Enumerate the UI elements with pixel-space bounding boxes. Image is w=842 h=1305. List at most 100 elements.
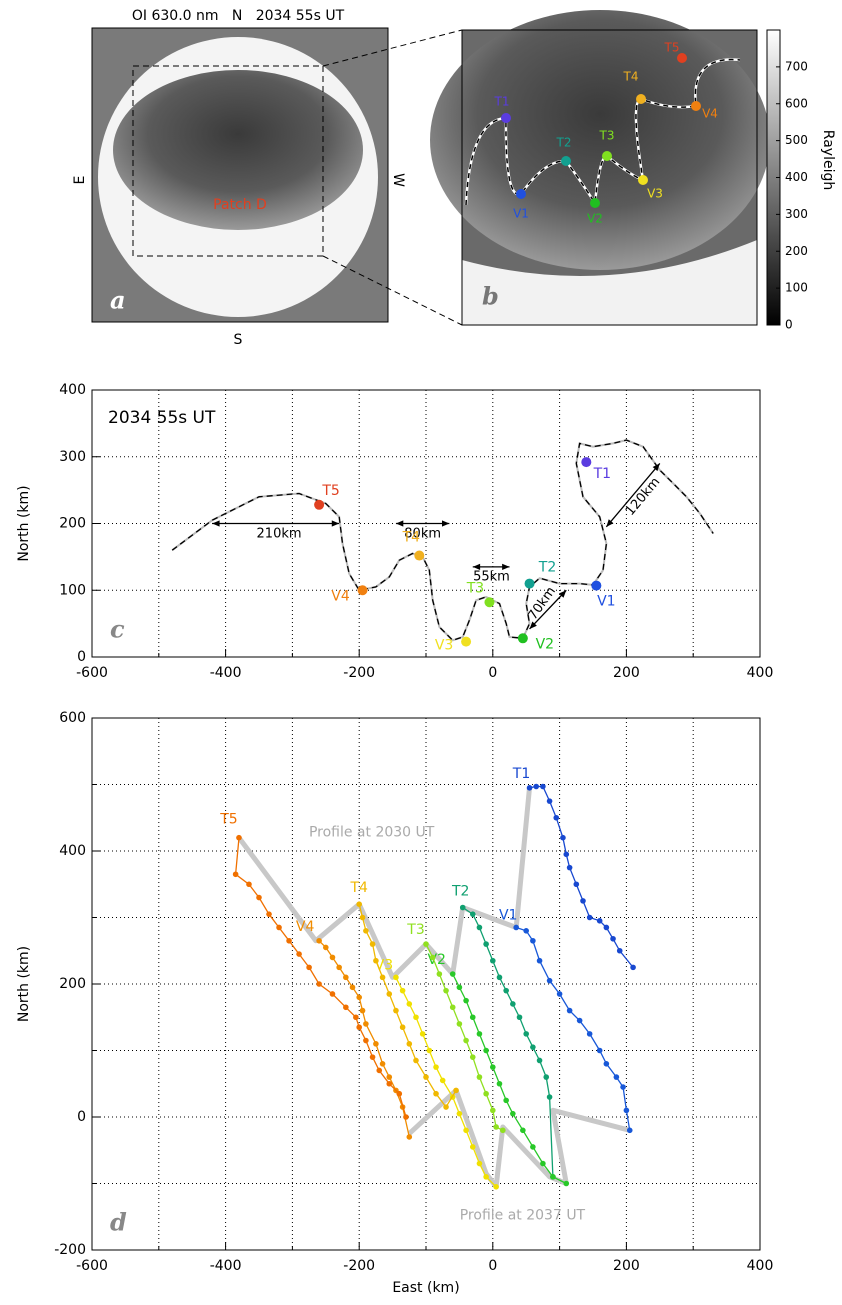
- trace-point: [443, 987, 449, 994]
- feature-label: T3: [466, 580, 484, 596]
- trace-point: [483, 1047, 489, 1054]
- feature-label: T1: [593, 466, 611, 482]
- trace-point: [453, 1087, 459, 1094]
- trace-point: [503, 987, 509, 994]
- arrow-head: [472, 563, 481, 571]
- trace-point: [523, 1031, 529, 1037]
- trace-point: [469, 1144, 476, 1150]
- trace-point: [610, 935, 616, 942]
- feature-marker: [691, 101, 701, 111]
- time-annotation: 2034 55s UT: [108, 408, 216, 428]
- span-arrow: [529, 589, 567, 630]
- y-tick-label: 100: [59, 582, 86, 598]
- x-tick-label: 200: [613, 1258, 640, 1274]
- x-tick-label: 0: [488, 665, 497, 681]
- panel-letter: b: [482, 282, 499, 311]
- feature-marker: [677, 53, 687, 63]
- y-tick-label: 200: [59, 516, 86, 532]
- trace-point: [433, 1064, 439, 1070]
- x-tick-label: -400: [210, 665, 242, 681]
- feature-point: [357, 585, 368, 596]
- trace-line: [452, 973, 567, 1185]
- trace-line: [462, 906, 554, 1177]
- x-axis-label: East (km): [392, 1280, 459, 1296]
- airglow-region: [430, 10, 770, 270]
- trace-point: [483, 1090, 489, 1097]
- trace-point: [490, 1107, 496, 1114]
- trace-point: [386, 991, 393, 997]
- trace-point: [356, 994, 363, 1001]
- feature-label: V2: [536, 636, 554, 652]
- trace-label: T5: [219, 812, 237, 828]
- trace-point: [573, 881, 580, 888]
- x-tick-label: 400: [747, 665, 774, 681]
- trace-point: [563, 1180, 570, 1187]
- trace-point: [423, 1074, 429, 1080]
- trace-point: [379, 1061, 386, 1067]
- trace-point: [323, 944, 329, 951]
- trace-label: V1: [499, 907, 517, 923]
- trace-point: [463, 997, 469, 1004]
- trace-point: [236, 834, 242, 841]
- trace-point: [540, 783, 546, 790]
- feature-label: T4: [623, 70, 639, 84]
- arrow-head: [212, 520, 220, 527]
- trace-point: [496, 1080, 503, 1087]
- trace-point: [546, 977, 553, 984]
- trace-point: [419, 1031, 426, 1037]
- y-tick-label: 600: [59, 710, 86, 726]
- span-label: 80km: [404, 527, 441, 542]
- trace-point: [530, 1044, 536, 1050]
- trace-line: [515, 926, 631, 1131]
- trace-point: [596, 918, 603, 924]
- trace-point: [543, 1074, 550, 1080]
- colorbar-tick-label: 100: [785, 281, 808, 295]
- trace-point: [513, 924, 519, 931]
- direction-label: E: [72, 176, 88, 185]
- feature-point: [461, 636, 472, 647]
- trace-point: [586, 1031, 593, 1037]
- feature-label: V3: [435, 638, 453, 654]
- panel-letter: c: [110, 615, 125, 644]
- arrow-head: [529, 621, 537, 629]
- feature-label: T1: [494, 95, 510, 109]
- trace-label: T2: [451, 884, 469, 900]
- feature-label: T5: [321, 483, 339, 499]
- trace-point: [550, 1174, 556, 1180]
- trace-point: [516, 1014, 523, 1021]
- trace-point: [393, 974, 399, 981]
- zoom-connector: [322, 29, 463, 67]
- trace-point: [396, 1090, 403, 1097]
- y-tick-label: 0: [77, 649, 86, 665]
- x-tick-label: -200: [343, 665, 375, 681]
- trace-point: [530, 1144, 536, 1150]
- trace-point: [456, 1110, 463, 1117]
- colorbar-tick-label: 400: [785, 170, 808, 184]
- trace-point: [449, 1004, 456, 1011]
- arrow-head: [558, 590, 567, 598]
- trace-point: [363, 928, 369, 934]
- trace-point: [496, 974, 503, 981]
- trace-point: [630, 964, 636, 971]
- colorbar-tick-label: 700: [785, 59, 808, 73]
- profile-line: [407, 1087, 631, 1190]
- trace-point: [490, 1064, 496, 1070]
- trace-point: [393, 1007, 399, 1014]
- trace-point: [456, 1021, 463, 1027]
- panel-letter: a: [110, 286, 126, 315]
- trace-point: [306, 964, 312, 971]
- arrow-head: [331, 520, 340, 527]
- span-label: 55km: [473, 569, 510, 584]
- span-arrow: [605, 463, 661, 528]
- trace-point: [626, 1127, 633, 1134]
- trace-point: [493, 1124, 499, 1130]
- trace-point: [376, 1067, 383, 1074]
- trace-point: [359, 914, 366, 921]
- trace-point: [596, 1047, 603, 1054]
- trace-point: [369, 1054, 376, 1060]
- panel-letter: d: [110, 1208, 127, 1237]
- trace-point: [413, 1057, 419, 1064]
- y-tick-label: 200: [59, 976, 86, 992]
- y-tick-label: 400: [59, 843, 86, 859]
- feature-marker: [590, 198, 600, 208]
